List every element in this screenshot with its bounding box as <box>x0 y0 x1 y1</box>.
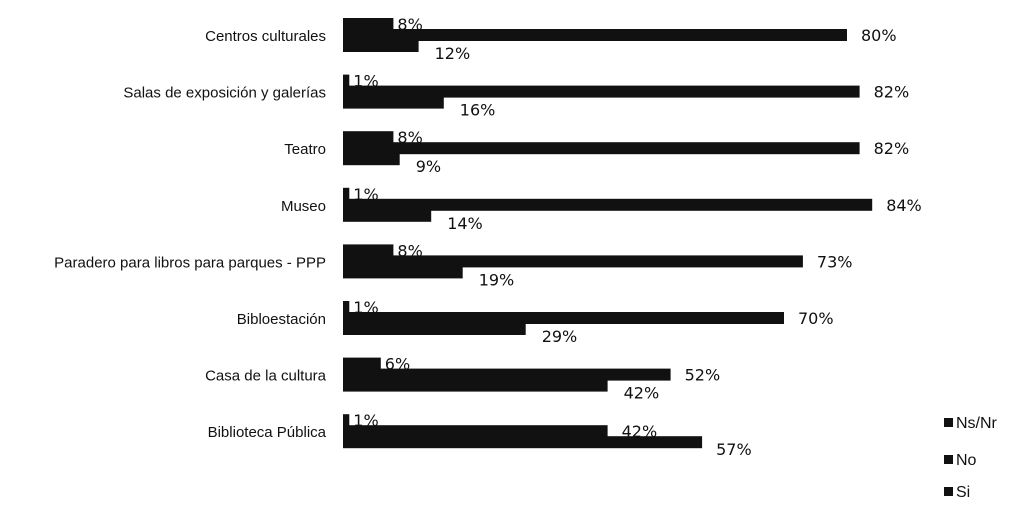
bar-no <box>343 312 784 324</box>
value-label-no: 84% <box>886 196 922 215</box>
value-label-no: 42% <box>622 422 658 441</box>
legend-entry: No <box>956 452 977 469</box>
value-label-si: 16% <box>460 101 496 120</box>
legend-entry: Ns/Nr <box>956 415 998 432</box>
bar-no <box>343 368 671 381</box>
category-labels: Centros culturales Salas de exposición y … <box>54 28 326 441</box>
bar-si <box>343 40 419 52</box>
value-label-ns-nr: 8% <box>397 128 422 147</box>
bar-no <box>343 85 860 98</box>
value-label-no: 82% <box>874 139 910 158</box>
bar-ns-nr <box>343 131 394 144</box>
value-label-si: 12% <box>435 44 471 63</box>
value-label-si: 29% <box>542 327 578 346</box>
bar-ns-nr <box>343 74 350 87</box>
bar-si <box>343 379 608 392</box>
bar-si <box>343 209 432 222</box>
bar-si <box>343 436 703 449</box>
value-labels: 8% 80% 12% 1% 82% 16% 8% 82% 9% 1% 84% 14% 8% 73% 19% 1… <box>353 15 921 459</box>
value-label-ns-nr: 8% <box>397 241 422 260</box>
value-label-si: 19% <box>479 270 515 289</box>
category-label: Paradero para libros para parques - PPP <box>54 254 326 271</box>
value-label-no: 80% <box>861 26 897 45</box>
legend-swatch <box>944 418 953 427</box>
value-label-ns-nr: 8% <box>397 15 422 34</box>
legend-entry: Si <box>956 484 970 501</box>
value-label-ns-nr: 1% <box>353 185 378 204</box>
bar-si <box>343 266 463 279</box>
value-label-ns-nr: 1% <box>353 411 378 430</box>
value-label-ns-nr: 1% <box>353 72 378 91</box>
bar-ns-nr <box>343 357 381 370</box>
legend-swatch <box>944 487 953 496</box>
legend-swatch <box>944 455 953 464</box>
category-label: Teatro <box>284 141 326 158</box>
value-label-si: 42% <box>624 384 660 403</box>
value-label-si: 57% <box>716 440 752 459</box>
value-label-si: 14% <box>447 214 483 233</box>
value-label-no: 82% <box>874 83 910 102</box>
category-label: Salas de exposición y galerías <box>123 85 326 102</box>
value-label-ns-nr: 1% <box>353 298 378 317</box>
bar-no <box>343 29 847 41</box>
value-label-ns-nr: 6% <box>385 355 410 374</box>
bar-ns-nr <box>343 244 394 257</box>
value-label-no: 52% <box>685 366 721 385</box>
value-label-no: 70% <box>798 309 834 328</box>
legend: Ns/Nr No Si <box>944 415 998 501</box>
bar-ns-nr <box>343 301 350 313</box>
bar-ns-nr <box>343 414 350 427</box>
bar-si <box>343 96 444 109</box>
bar-no <box>343 198 873 211</box>
category-label: Biblioteca Pública <box>208 424 327 441</box>
value-label-no: 73% <box>817 252 853 271</box>
bar-si <box>343 153 400 166</box>
bar-ns-nr <box>343 18 394 30</box>
category-label: Centros culturales <box>205 28 326 45</box>
bar-no <box>343 255 803 268</box>
bar-ns-nr <box>343 187 350 200</box>
bars <box>343 18 873 449</box>
category-label: Bibloestación <box>237 311 326 328</box>
bar-no <box>343 142 860 155</box>
value-label-si: 9% <box>416 157 441 176</box>
category-label: Casa de la cultura <box>205 368 327 385</box>
bar-si <box>343 323 526 335</box>
category-label: Museo <box>281 198 326 215</box>
bar-no <box>343 425 608 438</box>
